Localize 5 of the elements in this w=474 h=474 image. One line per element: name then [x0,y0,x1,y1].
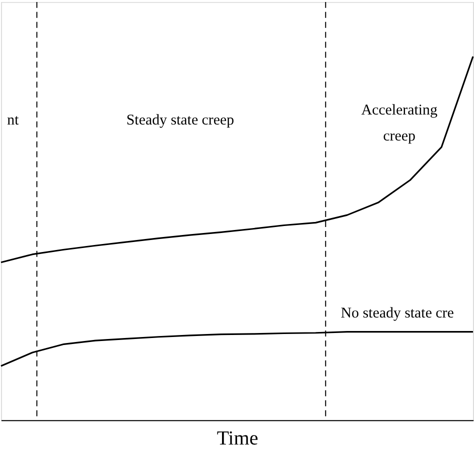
annotation: Accelerating creep [361,102,438,144]
annotation: Steady state creep [126,112,234,128]
annotation: nt [7,112,20,128]
x-axis-title: Time [216,428,258,450]
annotation: No steady state cre [340,306,454,322]
